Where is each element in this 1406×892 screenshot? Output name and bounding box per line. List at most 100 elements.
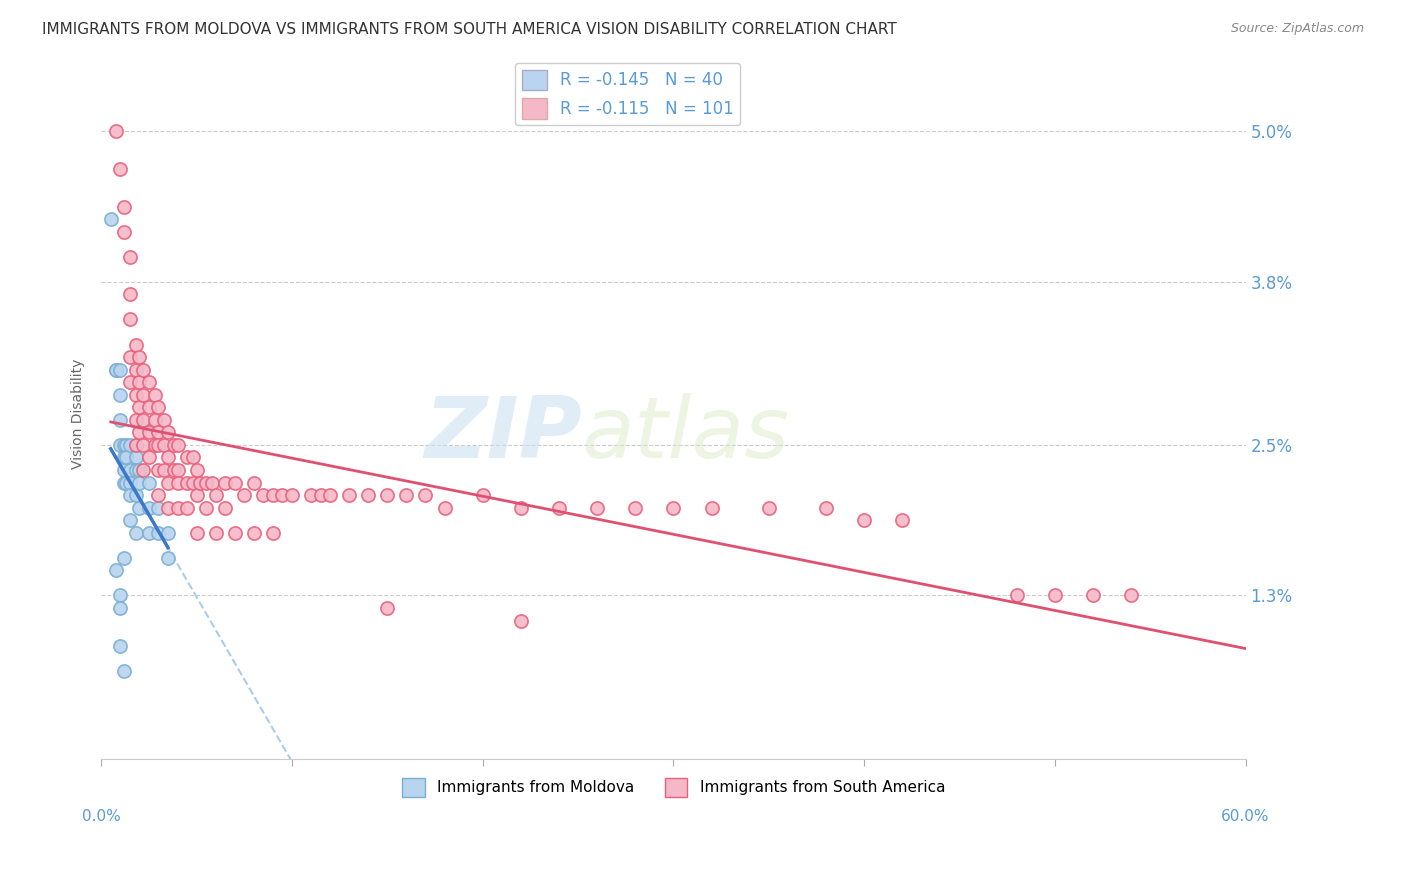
Point bbox=[281, 488, 304, 502]
Point bbox=[132, 387, 155, 401]
Point bbox=[124, 337, 146, 351]
Point bbox=[124, 525, 146, 540]
Point bbox=[138, 475, 160, 490]
Point bbox=[814, 500, 837, 515]
Point bbox=[156, 450, 179, 465]
Point bbox=[105, 124, 128, 138]
Point bbox=[118, 488, 141, 502]
Point bbox=[138, 425, 160, 440]
Point bbox=[319, 488, 342, 502]
Point bbox=[132, 438, 155, 452]
Point bbox=[148, 500, 170, 515]
Point bbox=[110, 589, 132, 603]
Point bbox=[148, 401, 170, 415]
Point bbox=[415, 488, 437, 502]
Point bbox=[124, 387, 146, 401]
Point bbox=[156, 425, 179, 440]
Point bbox=[112, 225, 135, 239]
Point bbox=[181, 450, 204, 465]
Point bbox=[395, 488, 418, 502]
Point bbox=[124, 413, 146, 427]
Point bbox=[112, 664, 135, 678]
Point bbox=[224, 525, 246, 540]
Point bbox=[176, 500, 198, 515]
Point bbox=[509, 500, 531, 515]
Point bbox=[115, 450, 138, 465]
Point bbox=[110, 413, 132, 427]
Point bbox=[124, 450, 146, 465]
Point bbox=[138, 500, 160, 515]
Point bbox=[148, 425, 170, 440]
Point bbox=[662, 500, 685, 515]
Point bbox=[124, 362, 146, 376]
Point bbox=[201, 475, 224, 490]
Point bbox=[243, 525, 266, 540]
Point bbox=[148, 463, 170, 477]
Point bbox=[586, 500, 609, 515]
Point bbox=[471, 488, 494, 502]
Point bbox=[105, 362, 128, 376]
Point bbox=[100, 212, 122, 227]
Point bbox=[112, 463, 135, 477]
Point bbox=[138, 450, 160, 465]
Point bbox=[299, 488, 322, 502]
Point bbox=[124, 488, 146, 502]
Point bbox=[156, 500, 179, 515]
Y-axis label: Vision Disability: Vision Disability bbox=[72, 359, 86, 468]
Point bbox=[132, 463, 155, 477]
Point bbox=[153, 463, 176, 477]
Point bbox=[115, 475, 138, 490]
Text: Source: ZipAtlas.com: Source: ZipAtlas.com bbox=[1230, 22, 1364, 36]
Point bbox=[118, 513, 141, 527]
Point bbox=[163, 438, 186, 452]
Point bbox=[233, 488, 256, 502]
Point bbox=[758, 500, 780, 515]
Point bbox=[214, 500, 236, 515]
Point bbox=[156, 550, 179, 565]
Point bbox=[148, 488, 170, 502]
Point bbox=[118, 475, 141, 490]
Point bbox=[166, 475, 188, 490]
Point bbox=[891, 513, 914, 527]
Point bbox=[110, 161, 132, 176]
Point bbox=[112, 438, 135, 452]
Point bbox=[195, 500, 218, 515]
Point bbox=[105, 563, 128, 577]
Point bbox=[143, 438, 166, 452]
Point bbox=[128, 475, 150, 490]
Point bbox=[166, 463, 188, 477]
Point bbox=[262, 525, 284, 540]
Point bbox=[224, 475, 246, 490]
Point bbox=[110, 639, 132, 653]
Point bbox=[375, 488, 398, 502]
Point bbox=[1121, 589, 1143, 603]
Point bbox=[156, 475, 179, 490]
Point bbox=[112, 550, 135, 565]
Point bbox=[128, 401, 150, 415]
Point bbox=[128, 500, 150, 515]
Point bbox=[1043, 589, 1066, 603]
Point bbox=[110, 362, 132, 376]
Point bbox=[110, 387, 132, 401]
Point bbox=[337, 488, 360, 502]
Point bbox=[252, 488, 274, 502]
Point bbox=[186, 525, 208, 540]
Point bbox=[110, 438, 132, 452]
Point bbox=[853, 513, 876, 527]
Point bbox=[262, 488, 284, 502]
Point bbox=[204, 488, 226, 502]
Point bbox=[624, 500, 647, 515]
Text: ZIP: ZIP bbox=[425, 392, 582, 475]
Point bbox=[143, 387, 166, 401]
Point bbox=[309, 488, 332, 502]
Point bbox=[243, 475, 266, 490]
Text: 60.0%: 60.0% bbox=[1222, 809, 1270, 823]
Point bbox=[271, 488, 294, 502]
Point bbox=[118, 287, 141, 301]
Point bbox=[433, 500, 456, 515]
Point bbox=[128, 375, 150, 389]
Point bbox=[176, 475, 198, 490]
Point bbox=[118, 463, 141, 477]
Text: atlas: atlas bbox=[582, 392, 790, 475]
Point bbox=[138, 525, 160, 540]
